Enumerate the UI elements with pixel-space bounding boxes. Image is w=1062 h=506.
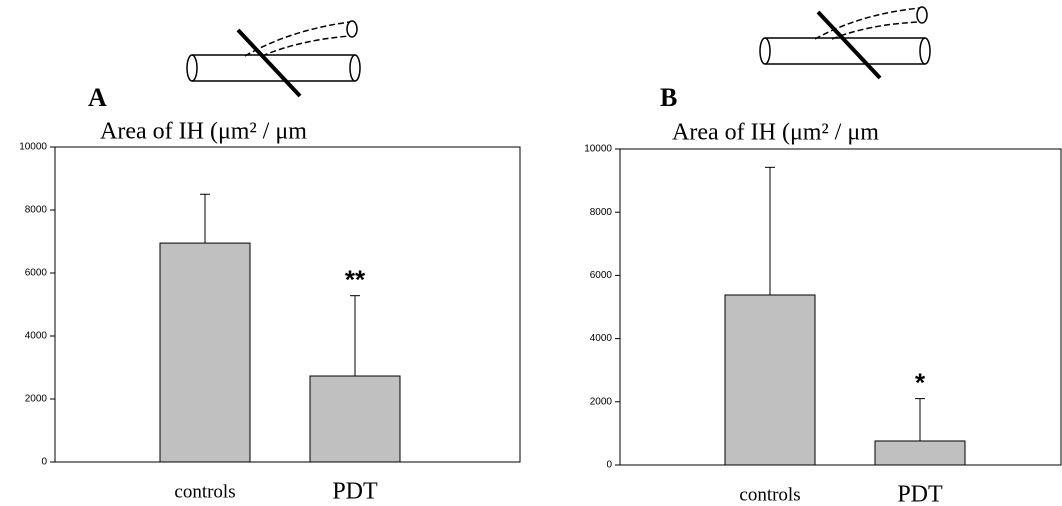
vessel-diagram xyxy=(760,7,930,78)
y-tick-label: 2000 xyxy=(590,396,613,407)
plot-frame xyxy=(620,149,1061,465)
bar xyxy=(725,295,815,465)
x-tick-label: controls xyxy=(739,484,800,505)
vessel-diagram xyxy=(187,21,360,96)
y-tick-label: 8000 xyxy=(25,205,48,216)
y-tick-label: 4000 xyxy=(25,331,48,342)
chart-title: Area of IH (μm² / μm xyxy=(100,119,307,145)
bar xyxy=(310,376,400,462)
y-tick-label: 10000 xyxy=(19,142,47,153)
panel-label: B xyxy=(660,83,677,112)
y-tick-label: 8000 xyxy=(590,207,613,218)
y-tick-label: 2000 xyxy=(25,394,48,405)
y-tick-label: 6000 xyxy=(590,270,613,281)
bar xyxy=(875,441,965,465)
y-tick-label: 0 xyxy=(41,457,47,468)
x-tick-label: controls xyxy=(174,481,235,502)
significance-label: ** xyxy=(345,265,366,295)
y-tick-label: 6000 xyxy=(25,268,48,279)
x-tick-label: PDT xyxy=(897,482,943,506)
y-tick-label: 10000 xyxy=(584,144,612,155)
x-tick-label: PDT xyxy=(332,479,378,505)
plot-frame xyxy=(55,147,520,462)
significance-label: * xyxy=(915,368,926,398)
bar xyxy=(160,243,250,462)
panel-label: A xyxy=(88,83,107,112)
chart-title: Area of IH (μm² / μm xyxy=(672,120,879,146)
y-tick-label: 4000 xyxy=(590,333,613,344)
y-tick-label: 0 xyxy=(606,460,612,471)
figure: A Area of IH (μm² / μm 0 2000 4000 6000 8000 10… xyxy=(0,0,1062,506)
